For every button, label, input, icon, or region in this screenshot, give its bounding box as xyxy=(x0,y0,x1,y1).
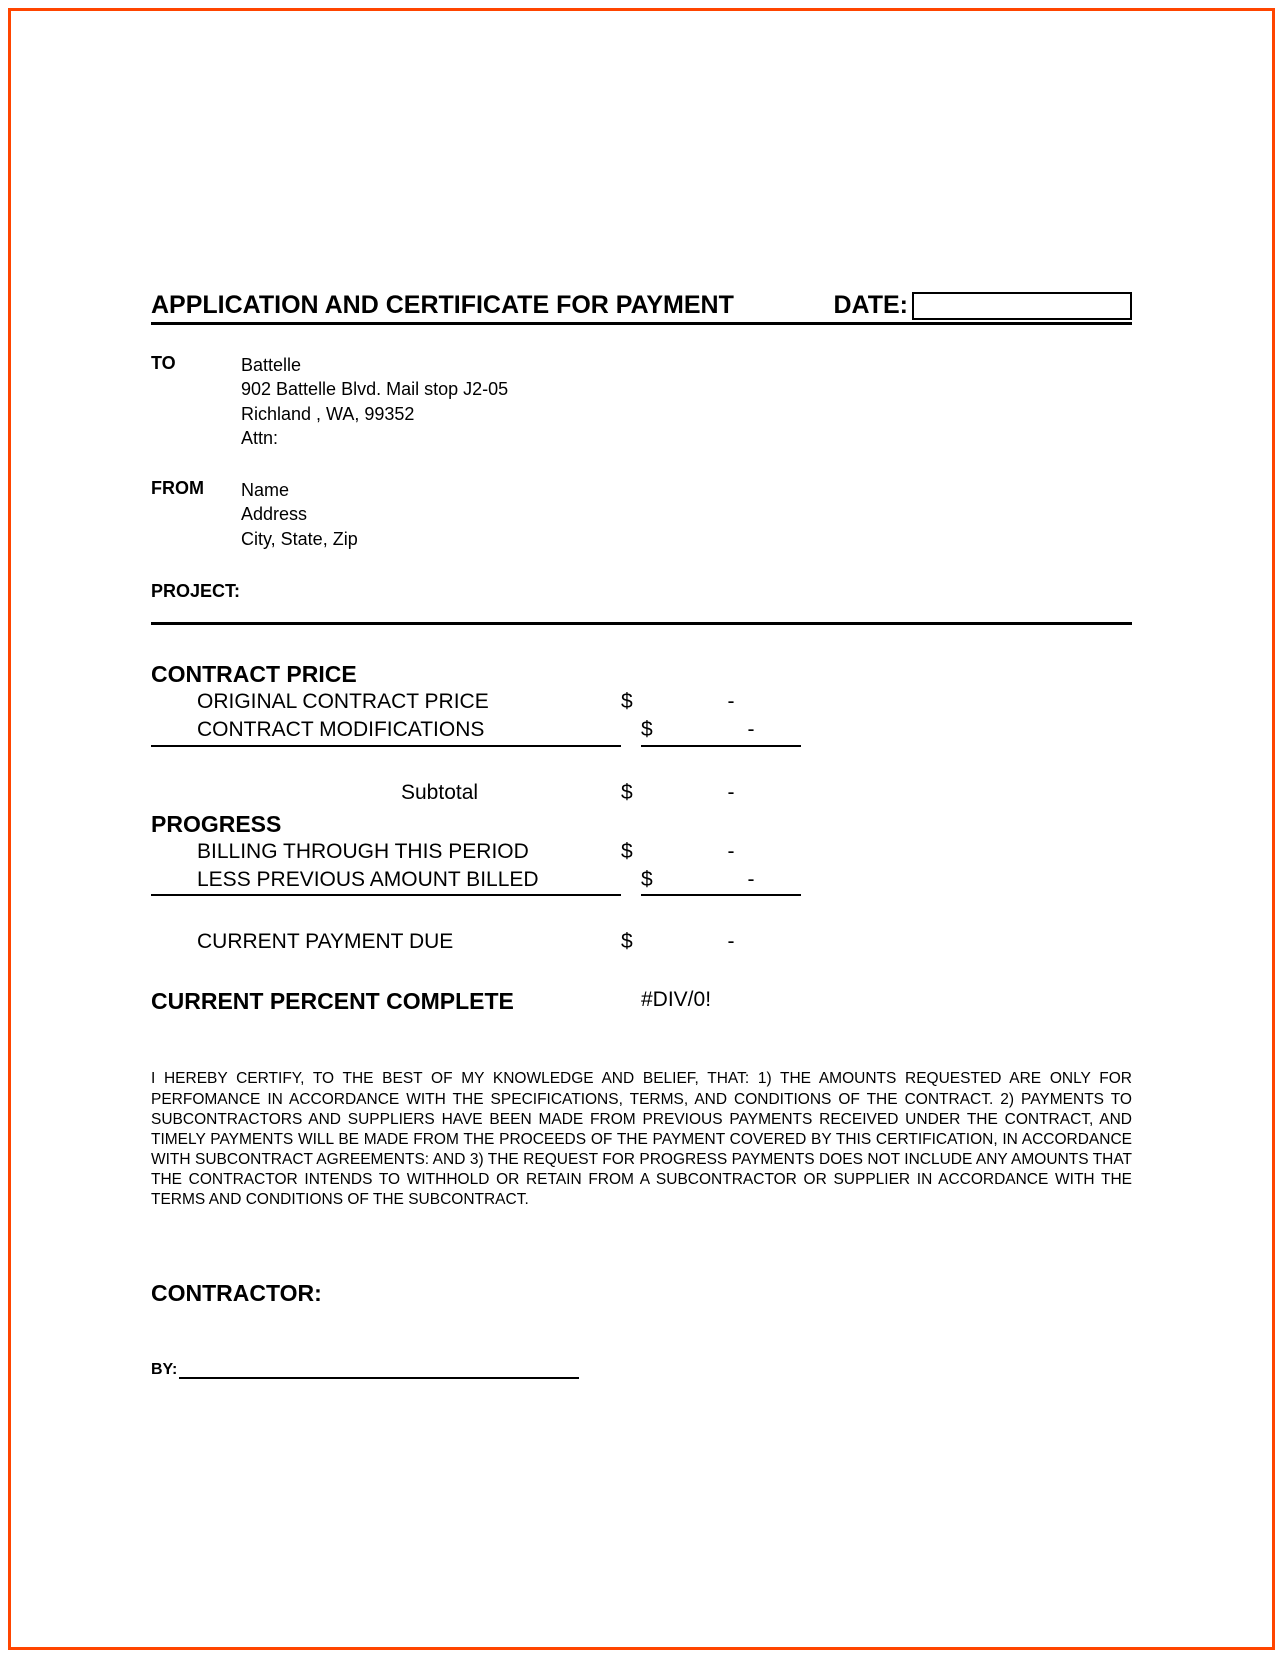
signature-row: BY: xyxy=(151,1361,1132,1379)
less-previous-currency: $ xyxy=(641,866,701,896)
billing-currency: $ xyxy=(621,838,681,866)
modifications-currency: $ xyxy=(641,716,701,746)
less-previous-label: LESS PREVIOUS AMOUNT BILLED xyxy=(151,866,621,896)
date-label: DATE: xyxy=(833,291,908,320)
header-row: APPLICATION AND CERTIFICATE FOR PAYMENT … xyxy=(151,291,1132,325)
less-previous-row: LESS PREVIOUS AMOUNT BILLED $ - xyxy=(151,866,1132,896)
from-label: FROM xyxy=(151,478,241,551)
to-line3: Richland , WA, 99352 xyxy=(241,402,508,426)
percent-complete-value: #DIV/0! xyxy=(621,988,711,1015)
original-contract-value: - xyxy=(681,688,781,716)
from-line3: City, State, Zip xyxy=(241,527,358,551)
original-contract-label: ORIGINAL CONTRACT PRICE xyxy=(151,688,621,716)
modifications-row: CONTRACT MODIFICATIONS $ - xyxy=(151,716,1132,746)
from-content: Name Address City, State, Zip xyxy=(241,478,358,551)
from-block: FROM Name Address City, State, Zip xyxy=(151,478,1132,551)
to-line4: Attn: xyxy=(241,426,508,450)
subtotal-currency: $ xyxy=(621,781,681,805)
current-due-value: - xyxy=(681,930,781,954)
section-divider xyxy=(151,622,1132,625)
current-due-label: CURRENT PAYMENT DUE xyxy=(151,930,621,954)
main-title: APPLICATION AND CERTIFICATE FOR PAYMENT xyxy=(151,291,833,320)
subtotal-value: - xyxy=(681,781,781,805)
to-content: Battelle 902 Battelle Blvd. Mail stop J2… xyxy=(241,353,508,450)
current-due-row: CURRENT PAYMENT DUE $ - xyxy=(151,930,1132,954)
to-block: TO Battelle 902 Battelle Blvd. Mail stop… xyxy=(151,353,1132,450)
percent-complete-label: CURRENT PERCENT COMPLETE xyxy=(151,988,621,1015)
billing-row: BILLING THROUGH THIS PERIOD $ - xyxy=(151,838,1132,866)
from-line2: Address xyxy=(241,502,358,526)
contractor-title: CONTRACTOR: xyxy=(151,1280,1132,1307)
certification-text: I HEREBY CERTIFY, TO THE BEST OF MY KNOW… xyxy=(151,1069,1132,1210)
subtotal-label: Subtotal xyxy=(151,781,621,805)
to-label: TO xyxy=(151,353,241,450)
percent-complete-row: CURRENT PERCENT COMPLETE #DIV/0! xyxy=(151,988,1132,1015)
to-line1: Battelle xyxy=(241,353,508,377)
progress-title: PROGRESS xyxy=(151,811,1132,838)
modifications-value: - xyxy=(701,716,801,746)
signature-line[interactable] xyxy=(179,1363,579,1379)
original-contract-currency: $ xyxy=(621,688,681,716)
date-input-box[interactable] xyxy=(912,292,1132,320)
billing-value: - xyxy=(681,838,781,866)
from-line1: Name xyxy=(241,478,358,502)
to-line2: 902 Battelle Blvd. Mail stop J2-05 xyxy=(241,377,508,401)
date-section: DATE: xyxy=(833,291,1132,320)
less-previous-value: - xyxy=(701,866,801,896)
current-due-currency: $ xyxy=(621,930,681,954)
billing-label: BILLING THROUGH THIS PERIOD xyxy=(151,838,621,866)
subtotal-row: Subtotal $ - xyxy=(151,781,1132,805)
modifications-label: CONTRACT MODIFICATIONS xyxy=(151,716,621,746)
by-label: BY: xyxy=(151,1361,177,1379)
original-contract-row: ORIGINAL CONTRACT PRICE $ - xyxy=(151,688,1132,716)
project-label: PROJECT: xyxy=(151,581,1132,602)
contract-price-title: CONTRACT PRICE xyxy=(151,661,1132,688)
document-frame: APPLICATION AND CERTIFICATE FOR PAYMENT … xyxy=(8,8,1275,1650)
